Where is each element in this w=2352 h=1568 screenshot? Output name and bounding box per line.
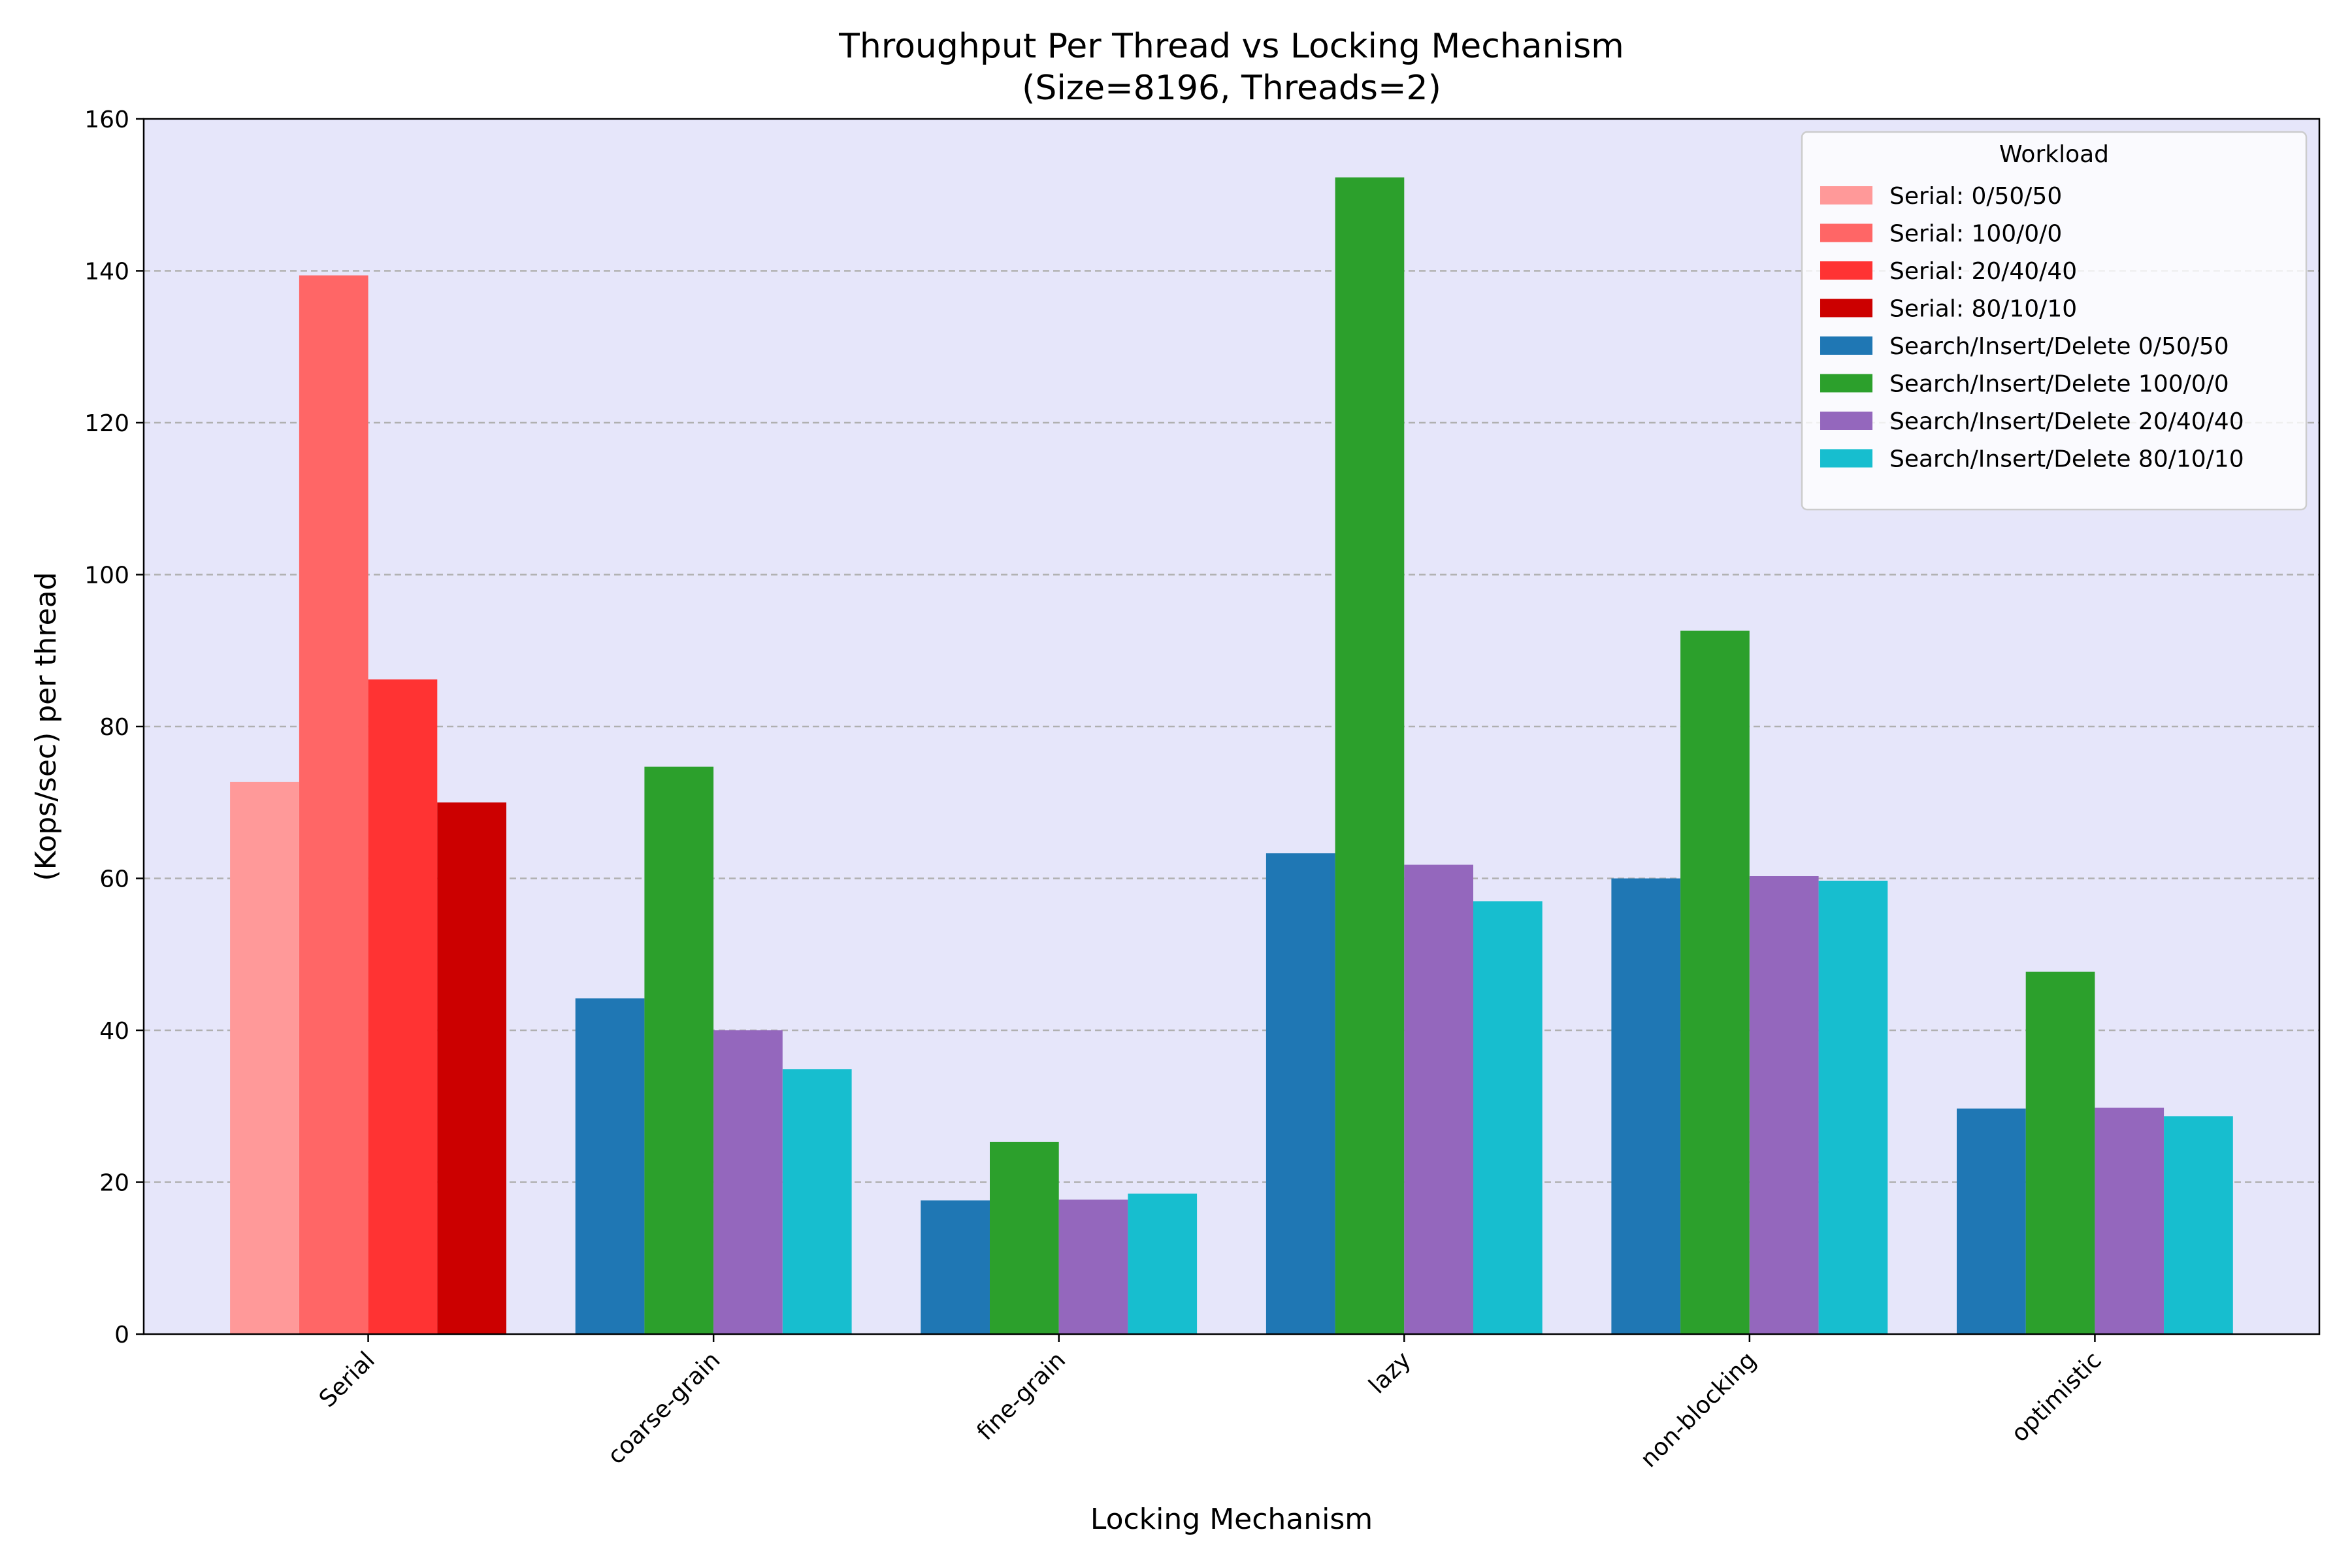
legend-label-serial-100-0-0: Serial: 100/0/0	[1889, 221, 2062, 248]
chart-subtitle: (Size=8196, Threads=2)	[1022, 69, 1441, 108]
bar-lazy-search-insert-delete-80-10-10	[1473, 901, 1543, 1334]
bar-serial-serial-80-10-10	[437, 802, 506, 1335]
bar-lazy-search-insert-delete-100-0-0	[1335, 177, 1405, 1334]
legend-swatch-search-insert-delete-100-0-0	[1820, 374, 1872, 393]
y-tick-label: 160	[84, 106, 129, 133]
bars	[230, 177, 2233, 1335]
bar-optimistic-search-insert-delete-20-40-40	[2095, 1107, 2164, 1334]
bar-optimistic-search-insert-delete-80-10-10	[2164, 1116, 2233, 1334]
bar-coarse-grain-search-insert-delete-0-50-50	[575, 998, 645, 1334]
bar-optimistic-search-insert-delete-0-50-50	[1957, 1108, 2026, 1334]
legend-swatch-serial-20-40-40	[1820, 261, 1872, 280]
legend-swatch-search-insert-delete-0-50-50	[1820, 336, 1872, 355]
bar-fine-grain-search-insert-delete-20-40-40	[1058, 1200, 1128, 1334]
bar-coarse-grain-search-insert-delete-20-40-40	[713, 1030, 783, 1334]
bar-non-blocking-search-insert-delete-80-10-10	[1818, 881, 1888, 1334]
legend-swatch-serial-80-10-10	[1820, 299, 1872, 318]
bar-coarse-grain-search-insert-delete-80-10-10	[782, 1069, 852, 1334]
legend-label-serial-20-40-40: Serial: 20/40/40	[1889, 258, 2077, 285]
legend-label-search-insert-delete-80-10-10: Search/Insert/Delete 80/10/10	[1889, 446, 2244, 473]
bar-optimistic-search-insert-delete-100-0-0	[2025, 972, 2095, 1334]
y-axis-ticks: 0 20 40 60 80 100 120 140 160	[84, 106, 144, 1348]
y-tick-label: 120	[84, 410, 129, 437]
y-axis-label: (Kops/sec) per thread	[29, 572, 63, 881]
bar-lazy-search-insert-delete-20-40-40	[1404, 864, 1473, 1334]
legend-label-search-insert-delete-0-50-50: Search/Insert/Delete 0/50/50	[1889, 333, 2229, 360]
legend-items: Serial: 0/50/50 Serial: 100/0/0 Serial: 20…	[1820, 183, 2244, 473]
legend-title: Workload	[1999, 141, 2109, 168]
bar-coarse-grain-search-insert-delete-100-0-0	[644, 766, 714, 1334]
legend-label-serial-80-10-10: Serial: 80/10/10	[1889, 296, 2077, 323]
bar-serial-serial-0-50-50	[230, 781, 299, 1334]
bar-non-blocking-search-insert-delete-0-50-50	[1611, 878, 1681, 1334]
bar-fine-grain-search-insert-delete-0-50-50	[921, 1200, 990, 1334]
chart-title: Throughput Per Thread vs Locking Mechani…	[838, 27, 1624, 66]
legend-swatch-search-insert-delete-20-40-40	[1820, 412, 1872, 430]
y-tick-label: 60	[99, 866, 129, 893]
legend-swatch-search-insert-delete-80-10-10	[1820, 449, 1872, 468]
y-tick-label: 0	[114, 1322, 129, 1348]
y-tick-label: 140	[84, 259, 129, 286]
legend-box	[1801, 131, 2308, 511]
y-tick-label: 100	[84, 563, 129, 589]
bar-lazy-search-insert-delete-0-50-50	[1266, 853, 1335, 1334]
bar-non-blocking-search-insert-delete-100-0-0	[1680, 630, 1750, 1334]
y-tick-label: 20	[99, 1170, 129, 1197]
legend-label-search-insert-delete-100-0-0: Search/Insert/Delete 100/0/0	[1889, 371, 2229, 398]
x-axis-label: Locking Mechanism	[1090, 1503, 1373, 1536]
legend-swatch-serial-0-50-50	[1820, 186, 1872, 204]
legend-label-search-insert-delete-20-40-40: Search/Insert/Delete 20/40/40	[1889, 408, 2244, 435]
legend-label-serial-0-50-50: Serial: 0/50/50	[1889, 183, 2062, 210]
bar-fine-grain-search-insert-delete-80-10-10	[1128, 1193, 1198, 1334]
bar-serial-serial-20-40-40	[368, 679, 438, 1334]
bar-non-blocking-search-insert-delete-20-40-40	[1749, 876, 1819, 1334]
bar-serial-serial-100-0-0	[299, 275, 368, 1334]
legend-swatch-serial-100-0-0	[1820, 223, 1872, 242]
y-tick-label: 40	[99, 1018, 129, 1045]
bar-fine-grain-search-insert-delete-100-0-0	[990, 1141, 1059, 1334]
y-tick-label: 80	[99, 714, 129, 741]
